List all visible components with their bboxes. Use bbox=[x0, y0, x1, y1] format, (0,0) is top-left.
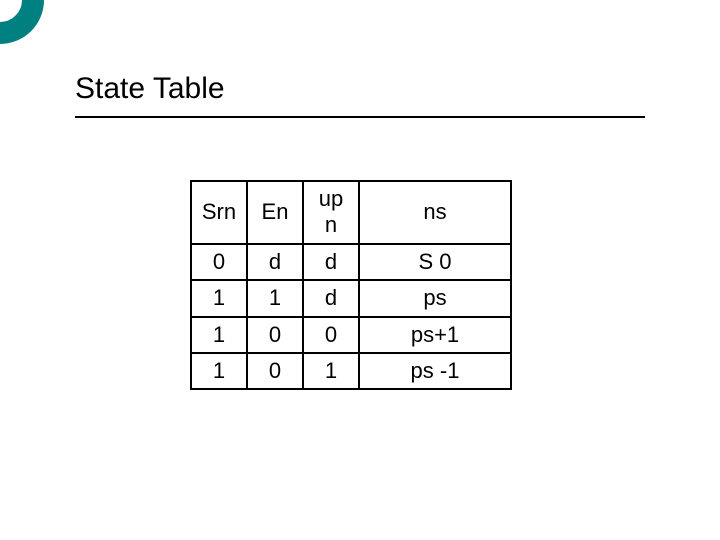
table-cell: ps+1 bbox=[359, 317, 511, 353]
table-cell: d bbox=[303, 280, 359, 316]
table-cell: S 0 bbox=[359, 244, 511, 280]
table-cell: 0 bbox=[191, 244, 247, 280]
table-cell: ps -1 bbox=[359, 353, 511, 389]
table-header-cell: upn bbox=[303, 181, 359, 244]
table-cell: 1 bbox=[191, 280, 247, 316]
table-cell: 1 bbox=[303, 353, 359, 389]
table-row: 101ps -1 bbox=[191, 353, 511, 389]
table-cell: 1 bbox=[191, 353, 247, 389]
slide-corner-ring bbox=[0, 0, 44, 44]
table-header-row: SrnEnupnns bbox=[191, 181, 511, 244]
table-cell: 0 bbox=[303, 317, 359, 353]
table-cell: d bbox=[247, 244, 303, 280]
table-cell: 1 bbox=[191, 317, 247, 353]
table-cell: 1 bbox=[247, 280, 303, 316]
table-row: 11dps bbox=[191, 280, 511, 316]
title-underline bbox=[75, 116, 645, 118]
slide-title: State Table bbox=[75, 72, 225, 106]
state-table: SrnEnupnns 0ddS 011dps100ps+1101ps -1 bbox=[190, 180, 512, 390]
table-header-cell: Srn bbox=[191, 181, 247, 244]
table-cell: 0 bbox=[247, 353, 303, 389]
state-table-container: SrnEnupnns 0ddS 011dps100ps+1101ps -1 bbox=[190, 180, 512, 390]
table-cell: ps bbox=[359, 280, 511, 316]
table-cell: d bbox=[303, 244, 359, 280]
table-row: 0ddS 0 bbox=[191, 244, 511, 280]
table-row: 100ps+1 bbox=[191, 317, 511, 353]
table-header-cell: ns bbox=[359, 181, 511, 244]
table-header-cell: En bbox=[247, 181, 303, 244]
table-cell: 0 bbox=[247, 317, 303, 353]
